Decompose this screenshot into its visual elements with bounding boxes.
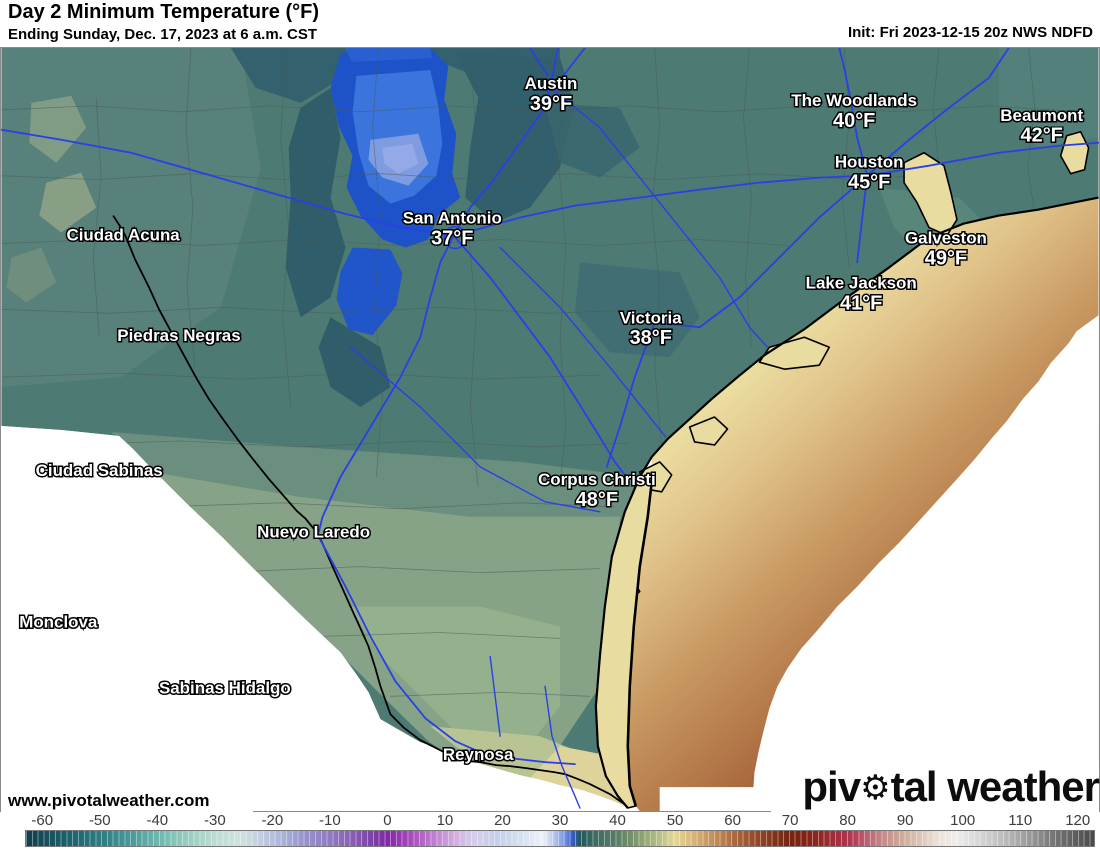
colorbar-tick-label: 40 (609, 812, 626, 829)
colorbar-tick-label: -20 (261, 812, 284, 829)
city-label-reynosa: Reynosa (441, 744, 515, 766)
svg-text:37°F: 37°F (431, 227, 473, 249)
svg-text:Nuevo Laredo: Nuevo Laredo (257, 523, 370, 542)
colorbar-tick-label: -40 (146, 812, 169, 829)
svg-text:Reynosa: Reynosa (443, 745, 514, 764)
svg-text:42°F: 42°F (1021, 125, 1063, 147)
logo-text-suffix: tal weather (890, 763, 1100, 810)
svg-text:Houston: Houston (835, 153, 904, 172)
svg-text:San Antonio: San Antonio (403, 209, 502, 228)
city-label-monclova: Monclova (18, 611, 100, 633)
pivotal-weather-logo: piv ⚙ tal weather (771, 762, 1100, 812)
city-label-galveston: Galveston 49°F (904, 227, 989, 271)
svg-text:48°F: 48°F (576, 489, 618, 511)
svg-text:45°F: 45°F (848, 172, 890, 194)
gear-icon: ⚙ (860, 769, 891, 807)
colorbar-tick-label: -30 (203, 812, 226, 829)
map-canvas: Austin 39°F The Woodlands 40°F Beaumont … (1, 48, 1099, 811)
colorbar-tick-label: 20 (494, 812, 511, 829)
svg-text:Monclova: Monclova (19, 612, 98, 631)
no-data-region-southeast (659, 315, 1099, 811)
colorbar-gradient (25, 830, 1095, 847)
city-label-victoria: Victoria 38°F (618, 307, 683, 351)
city-label-the-woodlands: The Woodlands 40°F (790, 89, 919, 133)
colorbar-tick-label: 110 (1008, 812, 1033, 829)
svg-text:40°F: 40°F (833, 110, 875, 132)
init-time-label: Init: Fri 2023-12-15 20z NWS NDFD (847, 24, 1093, 41)
colorbar-tick-label: -50 (88, 812, 111, 829)
colorbar-tick-label: 90 (896, 812, 914, 829)
watermark-text: www.pivotalweather.com (8, 790, 210, 810)
svg-text:41°F: 41°F (840, 292, 882, 314)
city-label-houston: Houston 45°F (833, 151, 905, 195)
city-label-sabinas-hidalgo: Sabinas Hidalgo (157, 677, 292, 699)
colorbar-tick-label: 100 (950, 812, 976, 829)
city-label-corpus-christi: Corpus Christi 48°F (537, 468, 658, 512)
coastline (594, 196, 1099, 809)
forecast-map: Austin 39°F The Woodlands 40°F Beaumont … (0, 47, 1100, 812)
svg-text:Sabinas Hidalgo: Sabinas Hidalgo (159, 678, 291, 697)
svg-text:Galveston: Galveston (905, 228, 987, 247)
land-area (1, 48, 1099, 809)
city-label-nuevo-laredo: Nuevo Laredo (256, 521, 372, 543)
colorbar-tick-label: 50 (666, 812, 684, 829)
map-header: Day 2 Minimum Temperature (°F) Ending Su… (0, 0, 1100, 47)
svg-text:Piedras Negras: Piedras Negras (117, 326, 240, 345)
county-borders (1, 48, 1079, 697)
svg-text:Beaumont: Beaumont (1000, 106, 1083, 125)
highways (1, 48, 1099, 809)
city-label-ciudad-sabinas: Ciudad Sabinas (34, 459, 164, 481)
colorbar-tick-label: 10 (436, 812, 454, 829)
valid-time-label: Ending Sunday, Dec. 17, 2023 at 6 a.m. C… (8, 26, 317, 43)
colorbar-tick-label: 30 (551, 812, 569, 829)
svg-text:Corpus Christi: Corpus Christi (538, 470, 656, 489)
city-labels: Austin 39°F The Woodlands 40°F Beaumont … (18, 72, 1085, 766)
svg-text:The Woodlands: The Woodlands (791, 91, 917, 110)
svg-text:39°F: 39°F (530, 93, 572, 115)
colorbar-ticks: -60 -50 -40 -30 -20 -10 0 10 20 30 40 50 60 70 80 90 100… (0, 812, 1100, 830)
svg-text:49°F: 49°F (925, 247, 967, 269)
svg-text:Ciudad Sabinas: Ciudad Sabinas (36, 461, 163, 480)
rio-grande-border (112, 215, 629, 807)
city-label-beaumont: Beaumont 42°F (999, 104, 1085, 148)
svg-text:Ciudad Acuna: Ciudad Acuna (66, 225, 180, 244)
barrier-island (626, 481, 654, 807)
no-data-region-mexico (1, 426, 628, 811)
colorbar-tick-label: 70 (781, 812, 799, 829)
city-label-san-antonio: San Antonio 37°F (401, 207, 503, 251)
svg-text:Austin: Austin (525, 74, 578, 93)
page-title: Day 2 Minimum Temperature (°F) (8, 1, 320, 23)
colorbar-segment-lines (26, 831, 1094, 846)
colorbar-tick-label: -10 (319, 812, 341, 829)
colorbar-tick-label: -60 (31, 812, 54, 829)
city-label-lake-jackson: Lake Jackson 41°F (804, 272, 918, 316)
colorbar-tick-label: 80 (839, 812, 856, 829)
city-label-piedras-negras: Piedras Negras (116, 325, 242, 347)
svg-text:Lake Jackson: Lake Jackson (806, 273, 917, 292)
logo-text-prefix: piv (802, 763, 861, 810)
svg-text:Victoria: Victoria (620, 308, 682, 327)
svg-text:38°F: 38°F (630, 327, 672, 349)
city-label-ciudad-acuna: Ciudad Acuna (65, 224, 182, 246)
watermark-url: www.pivotalweather.com (1, 789, 253, 812)
city-label-austin: Austin 39°F (523, 72, 579, 116)
colorbar-tick-label: 0 (383, 812, 392, 829)
colorbar-tick-label: 60 (724, 812, 741, 829)
colorbar-tick-label: 120 (1065, 812, 1091, 829)
